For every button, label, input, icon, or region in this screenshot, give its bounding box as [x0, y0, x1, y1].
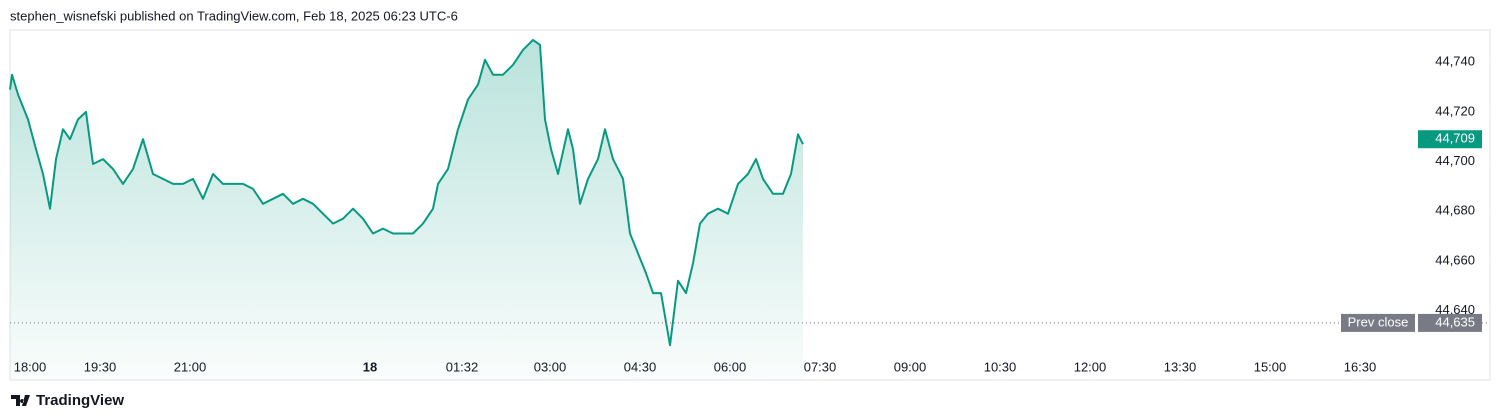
y-tick-label: 44,640	[1435, 302, 1475, 317]
prev-close-name: Prev close	[1348, 314, 1409, 329]
x-tick-label: 09:00	[894, 359, 927, 374]
y-tick-label: 44,680	[1435, 203, 1475, 218]
price-line	[9, 38, 804, 347]
prev-close-label: 44,635	[1435, 314, 1475, 329]
last-price-label: 44,709	[1435, 131, 1475, 146]
tv-logo	[11, 395, 30, 406]
header: stephen_wisnefski published on TradingVi…	[10, 8, 458, 23]
y-tick-label: 44,660	[1435, 252, 1475, 267]
y-tick-label: 44,700	[1435, 153, 1475, 168]
y-tick-label: 44,720	[1435, 103, 1475, 118]
prev-close-name-box	[1341, 313, 1415, 332]
last-price-box	[1418, 130, 1482, 149]
prev-close-box	[1418, 313, 1482, 332]
source-label: TradingView	[36, 392, 124, 409]
x-tick-label: 12:00	[1074, 359, 1107, 374]
x-tick-label: 13:30	[1164, 359, 1197, 374]
x-tick-label: 10:30	[984, 359, 1017, 374]
x-tick-label: 07:30	[804, 359, 837, 374]
x-tick-label: 16:30	[1344, 359, 1377, 374]
x-tick-label: 15:00	[1254, 359, 1287, 374]
y-tick-label: 44,740	[1435, 54, 1475, 69]
area-fill	[10, 39, 803, 381]
